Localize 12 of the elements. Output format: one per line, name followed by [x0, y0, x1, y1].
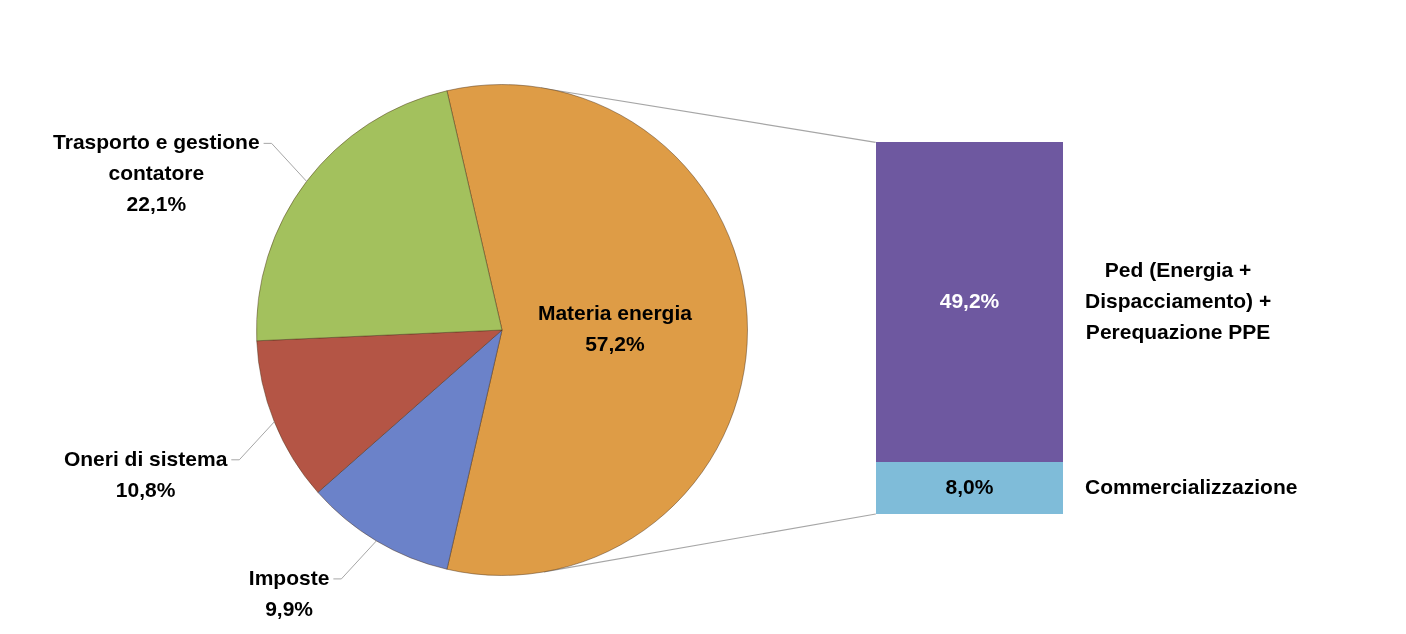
- slice-label: Imposte: [248, 565, 330, 589]
- slice-label: Oneri di sistema: [63, 446, 228, 470]
- data-label: 9,9%: [265, 596, 314, 620]
- slice-label: Materia energia: [537, 301, 693, 325]
- slice-label: Trasporto e gestione contatore: [53, 130, 260, 185]
- series-label: Commercializzazione: [1085, 474, 1298, 498]
- data-label: 57,2%: [585, 332, 646, 356]
- series-label: Ped (Energia + Dispacciamento) + Perequazione PPE: [1085, 257, 1272, 343]
- data-label: 8,0%: [945, 474, 994, 498]
- data-label: 10,8%: [115, 477, 176, 501]
- data-label: 22,1%: [126, 192, 187, 216]
- data-label: 49,2%: [939, 288, 1000, 312]
